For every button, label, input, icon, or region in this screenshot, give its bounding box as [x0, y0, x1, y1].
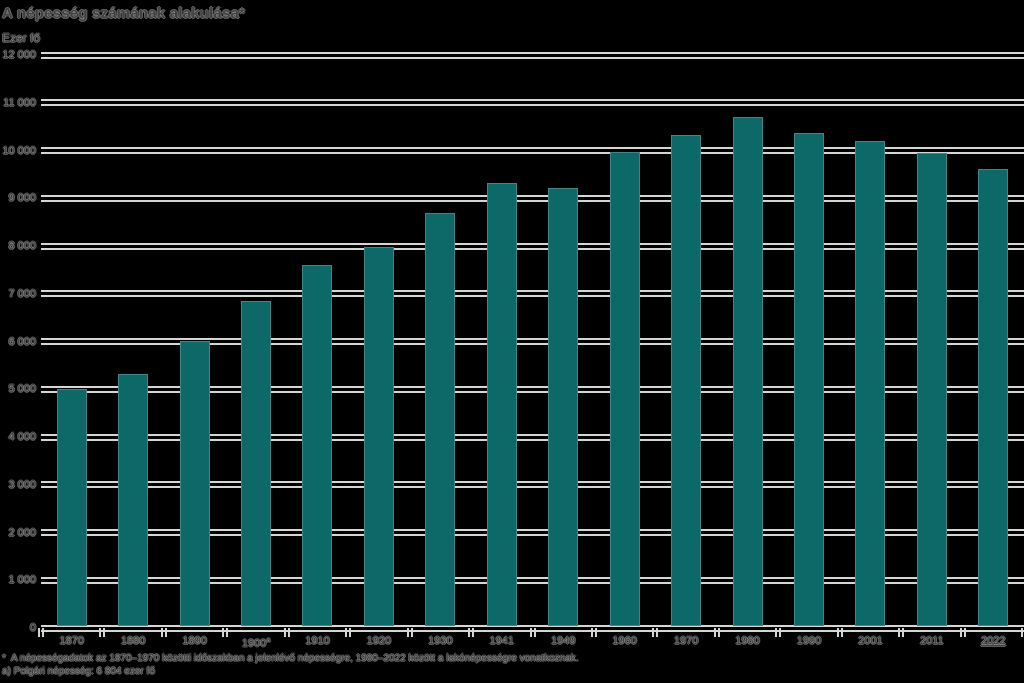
bar-1970 — [671, 135, 702, 626]
gridline — [41, 481, 1024, 489]
gridline — [41, 338, 1024, 345]
gridline — [41, 242, 1024, 250]
y-axis-tick-label: 6 000 — [8, 335, 36, 348]
bar-2011 — [916, 153, 947, 626]
gridline — [41, 433, 1024, 441]
x-axis-tick-label-1900: 1900a — [241, 637, 271, 650]
x-axis-tick-label-1880: 1880 — [120, 635, 146, 647]
x-axis-tick — [222, 628, 229, 637]
x-axis-tick-label-1920: 1920 — [366, 635, 392, 647]
y-axis-tick-label: 7 000 — [8, 287, 36, 300]
y-axis-tick-label: 11 000 — [3, 96, 36, 109]
x-axis-baseline — [41, 624, 1024, 632]
x-axis-tick-label-2011: 2011 — [920, 635, 944, 647]
x-axis-tick-label-1949: 1949 — [550, 635, 576, 647]
bar-1949 — [548, 188, 579, 626]
x-axis-tick — [713, 628, 720, 637]
gridline — [41, 529, 1024, 536]
gridline — [41, 147, 1024, 154]
y-axis-unit-label: Ezer fő — [2, 31, 41, 45]
x-axis-tick — [283, 628, 290, 637]
x-axis-tick-label-1890: 1890 — [182, 635, 207, 647]
y-axis-tick-label: 4 000 — [8, 431, 36, 443]
x-axis-tick-label-1970: 1970 — [673, 635, 699, 647]
x-axis-tick-label-2022: 2022 — [981, 635, 1006, 647]
x-axis-tick-label-1870: 1870 — [59, 635, 84, 647]
bar-2022 — [978, 169, 1009, 626]
bar-1930 — [425, 213, 456, 626]
x-axis-tick-label-1930: 1930 — [428, 635, 453, 647]
bar-1870 — [56, 388, 87, 626]
x-axis-tick-label-1941: 1941 — [489, 635, 515, 647]
y-axis-tick-label: 8 000 — [8, 240, 36, 252]
bar-1900 — [241, 300, 272, 626]
footnote-line-1: * A népességadatok az 1870–1970 közötti … — [2, 653, 579, 664]
gridline — [41, 51, 1024, 59]
y-axis-tick-label: 0 — [29, 622, 36, 634]
chart-title: A népesség számának alakulása* — [2, 5, 246, 22]
bar-1880 — [118, 373, 149, 626]
x-axis-tick — [775, 628, 782, 637]
x-axis-tick-label-1910: 1910 — [305, 635, 330, 647]
x-axis-tick — [468, 628, 475, 637]
x-axis-tick — [836, 628, 843, 637]
y-axis-tick-label: 12 000 — [2, 49, 36, 61]
x-axis-tick — [590, 628, 597, 637]
bar-1920 — [363, 246, 394, 626]
x-axis-tick — [529, 628, 536, 637]
y-axis-tick-label: 10 000 — [2, 144, 36, 157]
x-axis-tick — [406, 628, 413, 637]
bar-1960 — [609, 152, 640, 626]
y-axis-tick-label: 2 000 — [8, 526, 36, 539]
footnote-line-2: a) Polgári népesség: 6 804 ezer fő — [2, 666, 155, 677]
x-axis-tick — [160, 628, 167, 637]
y-axis-tick-label: 9 000 — [8, 192, 36, 205]
x-axis-tick-label-2001: 2001 — [858, 635, 883, 647]
y-axis-tick-label: 1 000 — [8, 574, 36, 587]
bar-1910 — [302, 264, 333, 626]
x-axis-tick — [898, 628, 905, 637]
x-axis-tick — [99, 628, 106, 637]
y-axis-tick-label: 3 000 — [8, 478, 36, 491]
y-axis-tick-label: 5 000 — [8, 383, 36, 396]
x-axis-tick — [345, 628, 352, 637]
gridline — [41, 194, 1024, 202]
x-axis-tick — [652, 628, 659, 637]
gridline — [41, 290, 1024, 298]
bar-1890 — [179, 341, 210, 626]
gridline — [41, 576, 1024, 584]
gridline — [41, 385, 1024, 393]
x-axis-tick — [38, 628, 44, 637]
gridline — [41, 99, 1024, 107]
x-axis-tick — [959, 628, 966, 637]
x-axis-tick — [1021, 628, 1024, 637]
x-axis-tick-label-1990: 1990 — [796, 635, 822, 647]
footnote-marker-sup: a — [266, 637, 271, 644]
x-axis-tick-label-1980: 1980 — [735, 635, 760, 647]
bar-1941 — [486, 183, 517, 626]
bar-1980 — [732, 116, 763, 626]
bar-1990 — [793, 132, 824, 626]
x-axis-tick-label-1960: 1960 — [612, 635, 637, 647]
bar-2001 — [855, 140, 886, 626]
